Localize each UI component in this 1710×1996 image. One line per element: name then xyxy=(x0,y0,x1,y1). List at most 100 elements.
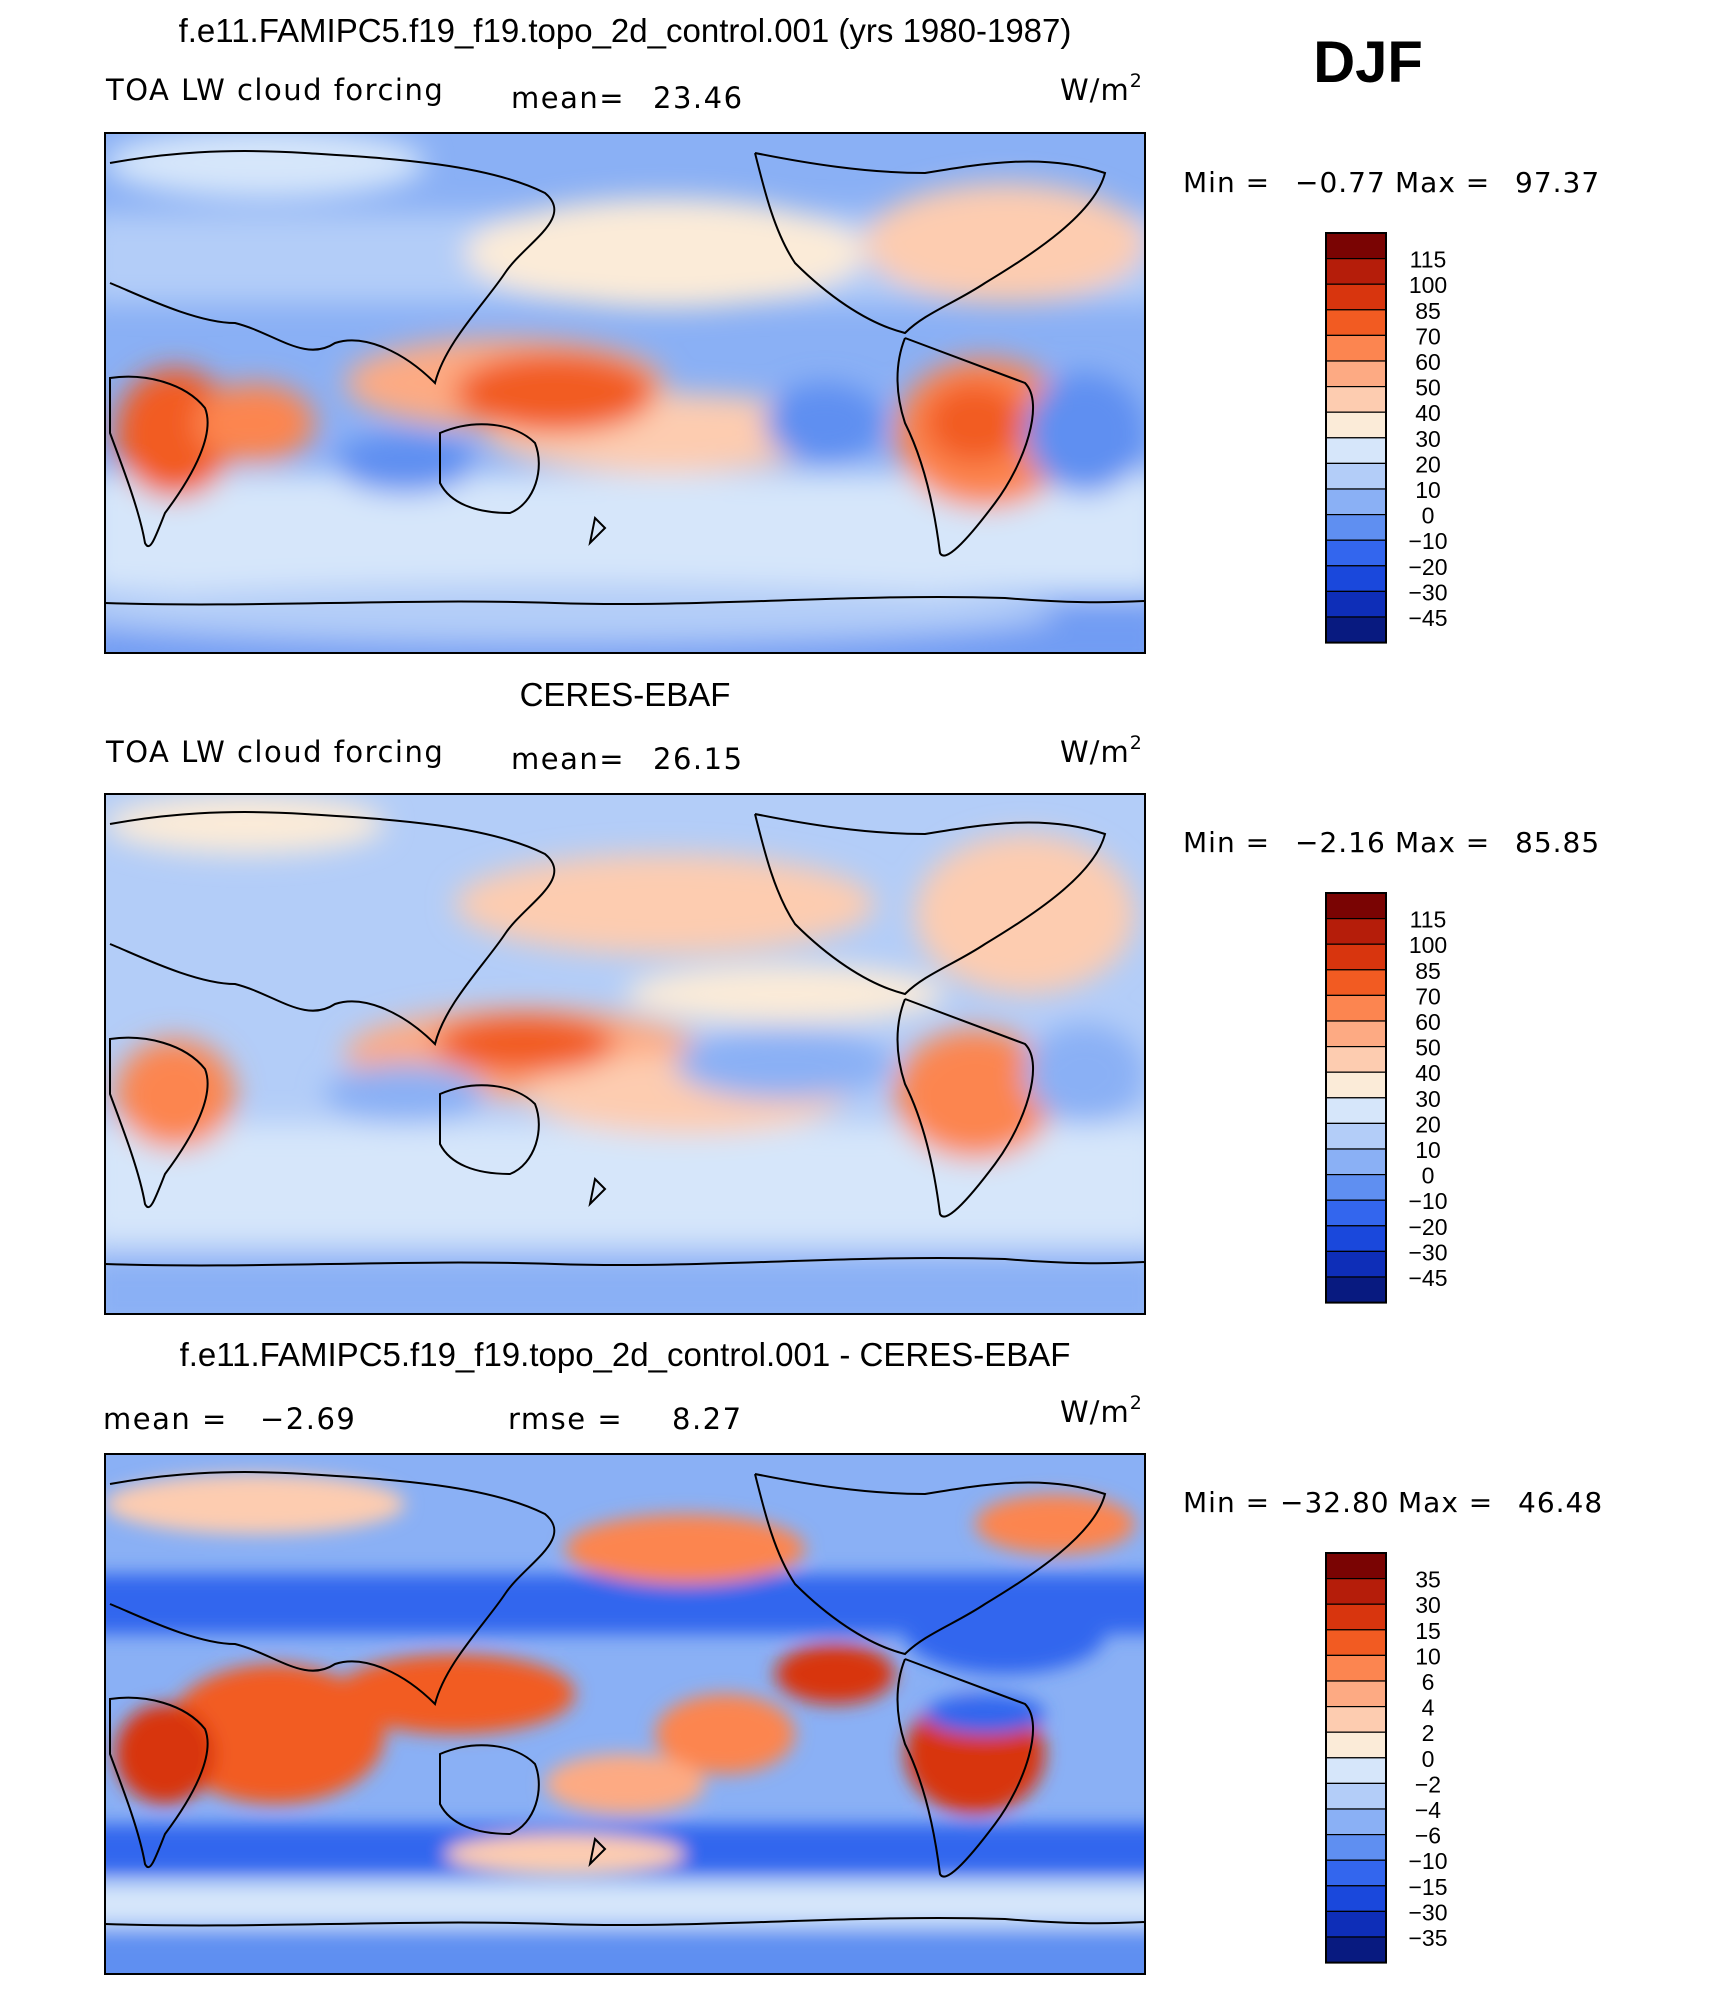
colorbar-swatch xyxy=(1325,1199,1387,1227)
colorbar-tick-label: 20 xyxy=(1415,451,1441,477)
panel-obs-max-label: Max = xyxy=(1395,826,1490,859)
panel-obs-map xyxy=(104,793,1146,1315)
colorbar-tick-label: −30 xyxy=(1408,1239,1447,1265)
colorbar-swatch xyxy=(1325,1833,1387,1861)
colorbar-swatch xyxy=(1325,1225,1387,1253)
panel-diff-min-label: Min = xyxy=(1183,1486,1270,1519)
panel-model-min-label: Min = xyxy=(1183,166,1270,199)
colorbar-tick-label: −45 xyxy=(1408,1265,1447,1291)
panel-model: f.e11.FAMIPC5.f19_f19.topo_2d_control.00… xyxy=(104,12,1599,654)
panel-diff-mean-value: −2.69 xyxy=(260,1402,356,1436)
panel-obs-min-label: Min = xyxy=(1183,826,1270,859)
colorbar-swatch xyxy=(1325,386,1387,413)
colorbar-tick-label: 30 xyxy=(1415,1086,1441,1112)
colorbar-swatch xyxy=(1325,1250,1387,1278)
colorbar-tick-label: −20 xyxy=(1408,554,1447,580)
colorbar-tick-label: −10 xyxy=(1408,1188,1447,1214)
colorbar-tick-label: −30 xyxy=(1408,579,1447,605)
colorbar-tick-label: 30 xyxy=(1415,1592,1441,1618)
panel-diff-max-label: Max = xyxy=(1398,1486,1493,1519)
colorbar-tick-label: 10 xyxy=(1415,1137,1441,1163)
panel-obs: CERES-EBAF TOA LW cloud forcing mean= 26… xyxy=(104,676,1599,1315)
colorbar-tick-label: 35 xyxy=(1415,1567,1441,1593)
colorbar-outline xyxy=(1325,232,1387,644)
colorbar-swatch xyxy=(1325,917,1387,945)
panel-model-min-value: −0.77 xyxy=(1295,166,1386,199)
colorbar-tick-label: 10 xyxy=(1415,477,1441,503)
colorbar-tick-label: −6 xyxy=(1415,1823,1441,1849)
colorbar-tick-label: 40 xyxy=(1415,400,1441,426)
colorbar-swatch xyxy=(1325,1757,1387,1785)
colorbar-tick-label: −2 xyxy=(1415,1771,1441,1797)
colorbar-swatch xyxy=(1325,565,1387,592)
colorbar-swatch xyxy=(1325,1936,1387,1964)
colorbar-swatch xyxy=(1325,994,1387,1022)
season-label: DJF xyxy=(1313,30,1423,95)
panel-obs-units: W/m2 xyxy=(1060,732,1143,769)
panel-model-variable: TOA LW cloud forcing xyxy=(105,73,444,107)
panel-diff-units: W/m2 xyxy=(1060,1392,1143,1429)
colorbar-swatch xyxy=(1325,969,1387,996)
colorbar-tick-label: 85 xyxy=(1415,298,1441,324)
colorbar-swatch xyxy=(1325,1680,1387,1708)
panel-model-map xyxy=(104,132,1146,654)
colorbar-swatch xyxy=(1325,1552,1387,1580)
panel-obs-units-base: W/m xyxy=(1060,735,1130,769)
colorbar-outline xyxy=(1325,892,1387,1304)
colorbar-swatch xyxy=(1325,616,1387,644)
panel-diff: f.e11.FAMIPC5.f19_f19.topo_2d_control.00… xyxy=(103,1336,1603,1975)
colorbar-swatch xyxy=(1325,1603,1387,1631)
colorbar-swatch xyxy=(1325,334,1387,362)
colorbar-swatch xyxy=(1325,1276,1387,1304)
colorbar-swatch xyxy=(1325,1910,1387,1938)
colorbar-swatch xyxy=(1325,1808,1387,1836)
colorbar-tick-label: 115 xyxy=(1410,907,1447,933)
colorbar-tick-label: −15 xyxy=(1408,1874,1447,1900)
panel-obs-variable: TOA LW cloud forcing xyxy=(105,735,444,769)
colorbar-swatch xyxy=(1325,590,1387,618)
colorbar-swatch xyxy=(1325,513,1387,541)
colorbar-tick-label: −30 xyxy=(1408,1899,1447,1925)
colorbar-tick-label: 30 xyxy=(1415,426,1441,452)
colorbar-swatch xyxy=(1325,1148,1387,1176)
colorbar-tick-label: 2 xyxy=(1422,1720,1435,1746)
colorbar-tick-label: −20 xyxy=(1408,1214,1447,1240)
colorbar-swatch xyxy=(1325,488,1387,516)
panel-diff-units-base: W/m xyxy=(1060,1395,1130,1429)
colorbar-swatch xyxy=(1325,360,1387,388)
colorbar-swatch xyxy=(1325,1629,1387,1657)
panel-diff-min-value: −32.80 xyxy=(1280,1486,1390,1519)
panel-model-units: W/m2 xyxy=(1060,70,1143,107)
colorbar-swatch xyxy=(1325,1577,1387,1605)
colorbar-tick-label: 60 xyxy=(1415,349,1441,375)
colorbar-tick-label: −45 xyxy=(1408,605,1447,631)
colorbar-swatch xyxy=(1325,1122,1387,1150)
panel-diff-title: f.e11.FAMIPC5.f19_f19.topo_2d_control.00… xyxy=(180,1336,1071,1373)
colorbar-swatch xyxy=(1325,437,1387,464)
colorbar-swatch xyxy=(1325,1020,1387,1048)
colorbar-tick-label: 60 xyxy=(1415,1009,1441,1035)
colorbar-swatch xyxy=(1325,309,1387,336)
panel-model-units-sup: 2 xyxy=(1130,70,1143,92)
colorbar-swatch xyxy=(1325,1885,1387,1913)
colorbar-tick-label: −35 xyxy=(1408,1925,1447,1951)
colorbar-swatch xyxy=(1325,892,1387,920)
colorbar-swatch xyxy=(1325,539,1387,567)
panel-model-mean-label: mean= xyxy=(511,81,625,115)
colorbar-swatch xyxy=(1325,1782,1387,1810)
panel-diff-rmse-value: 8.27 xyxy=(672,1402,743,1436)
panel-diff-map xyxy=(104,1453,1146,1975)
colorbar-tick-label: 50 xyxy=(1415,1035,1441,1061)
panel-obs-units-sup: 2 xyxy=(1130,732,1143,754)
colorbar-tick-label: −10 xyxy=(1408,528,1447,554)
panel-diff-mean-label: mean = xyxy=(103,1402,228,1436)
colorbar-swatch xyxy=(1325,258,1387,285)
panel-model-title: f.e11.FAMIPC5.f19_f19.topo_2d_control.00… xyxy=(179,12,1072,49)
colorbar-swatch xyxy=(1325,1859,1387,1887)
colorbar-tick-label: 10 xyxy=(1415,1643,1441,1669)
panel-diff-max-value: 46.48 xyxy=(1518,1486,1603,1519)
colorbar-tick-label: 6 xyxy=(1422,1669,1435,1695)
